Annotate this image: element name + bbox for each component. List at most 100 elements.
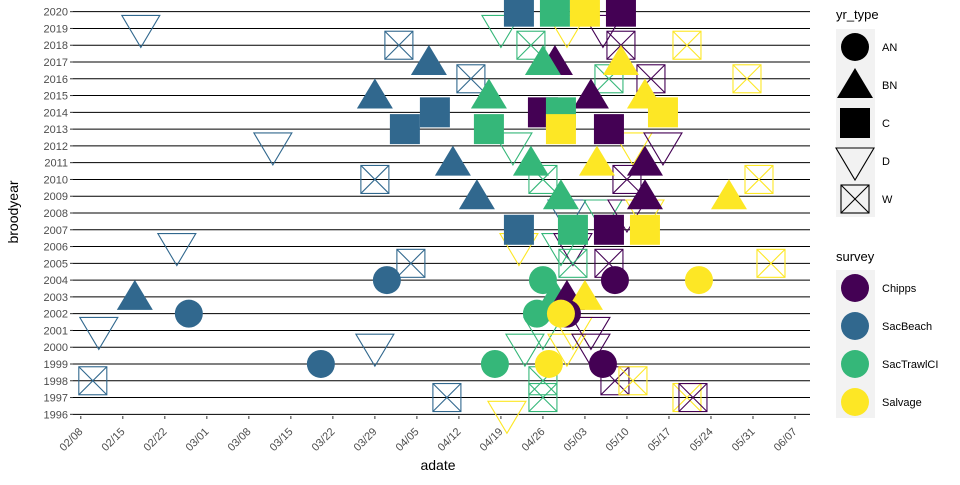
point-2017-sactrawlci <box>524 45 561 76</box>
x-tick-label: 05/24 <box>688 426 716 454</box>
point-2005-sactrawlci <box>558 248 588 278</box>
y-tick-label: 2010 <box>44 174 68 186</box>
y-tick-label: 1999 <box>44 359 68 371</box>
point-1999-salvage <box>534 349 563 378</box>
point-2010-sacbeach <box>360 164 390 194</box>
y-tick-label: 2001 <box>44 325 68 337</box>
point-2000-sactrawlci <box>504 333 545 368</box>
point-2013-chipps <box>593 114 624 145</box>
x-tick-label: 02/22 <box>142 426 170 454</box>
point-2009-sactrawlci <box>542 179 579 210</box>
y-tick-label: 2008 <box>44 208 68 220</box>
y-tick-label: 2018 <box>44 40 68 52</box>
legend-survey-label: SacTrawlCI <box>882 359 938 371</box>
point-2012-sactrawlci <box>492 132 533 166</box>
legend-yr-type-label: W <box>882 194 893 206</box>
legend-key-an <box>841 33 869 61</box>
x-tick-label: 03/08 <box>226 426 254 454</box>
legend-yr-type-label: BN <box>882 80 897 92</box>
y-tick-label: 2020 <box>44 7 68 19</box>
legend-yr-type-label: AN <box>882 42 897 54</box>
point-1999-chipps <box>588 349 617 378</box>
legend-key-sacbeach <box>841 312 869 340</box>
x-tick-label: 03/01 <box>184 426 212 454</box>
point-2005-sacbeach <box>396 248 426 278</box>
y-tick-label: 1997 <box>44 393 68 405</box>
point-2009-salvage <box>710 179 747 210</box>
y-tick-label: 2015 <box>44 91 68 103</box>
legend-survey-label: SacBeach <box>882 321 932 333</box>
legend-survey: survey Chipps SacBeach SacTrawlCI Salvage <box>836 249 938 418</box>
point-1998-salvage <box>618 366 648 396</box>
y-tick-label: 2013 <box>44 124 68 136</box>
point-2002-sacbeach <box>174 299 203 328</box>
point-2015-sactrawlci <box>470 78 507 109</box>
y-tick-label: 2012 <box>44 141 68 153</box>
y-tick-label: 2009 <box>44 191 68 203</box>
legend-key-chipps <box>841 274 869 302</box>
legend-key-d <box>835 147 875 182</box>
y-tick-label: 2011 <box>44 158 68 170</box>
point-2018-salvage <box>672 30 702 60</box>
y-tick-label: 2000 <box>44 342 68 354</box>
point-2016-sacbeach <box>456 64 486 94</box>
point-2009-chipps <box>626 179 663 210</box>
point-2003-sacbeach <box>116 279 153 310</box>
point-2019-sacbeach <box>120 14 161 49</box>
y-tick-label: 2014 <box>44 107 68 119</box>
y-tick-label: 2016 <box>44 74 68 86</box>
x-tick-label: 02/08 <box>58 426 86 454</box>
y-tick-label: 1998 <box>44 376 68 388</box>
legend-yr-type-title: yr_type <box>836 7 879 22</box>
point-2018-sacbeach <box>384 30 414 60</box>
point-2020-sacbeach <box>503 0 534 27</box>
point-2019-sactrawlci <box>480 14 521 49</box>
point-2007-chipps <box>593 214 624 245</box>
point-2001-sacbeach <box>78 316 119 351</box>
legend-survey-label: Salvage <box>882 397 922 409</box>
point-1996-salvage <box>486 400 527 435</box>
legend-survey-label: Chipps <box>882 283 917 295</box>
y-tick-label: 1996 <box>44 409 68 421</box>
point-2002-salvage <box>546 299 575 328</box>
x-tick-label: 04/19 <box>478 426 506 454</box>
x-tick-label: 04/05 <box>394 426 422 454</box>
point-2017-salvage <box>602 45 639 76</box>
y-tick-label: 2006 <box>44 242 68 254</box>
point-2015-chipps <box>572 78 609 109</box>
y-tick-label: 2019 <box>44 23 68 35</box>
point-2004-sacbeach <box>372 266 401 295</box>
data-points <box>78 0 786 435</box>
point-2020-salvage <box>569 0 600 27</box>
point-1998-sacbeach <box>78 366 108 396</box>
x-tick-label: 05/31 <box>730 426 758 454</box>
legend-key-salvage <box>841 388 869 416</box>
x-tick-label: 06/07 <box>772 426 800 454</box>
point-2017-sacbeach <box>410 45 447 76</box>
point-2000-salvage <box>546 333 587 368</box>
point-1999-sactrawlci <box>480 349 509 378</box>
legend-key-c <box>840 108 870 138</box>
point-2009-sacbeach <box>458 179 495 210</box>
x-tick-label: 05/03 <box>562 426 590 454</box>
point-2011-sactrawlci <box>512 145 549 176</box>
y-tick-label: 2002 <box>44 309 68 321</box>
point-2011-chipps <box>626 145 663 176</box>
y-axis-title: broodyear <box>5 180 21 243</box>
legend-survey-title: survey <box>836 249 875 264</box>
point-2013-sacbeach <box>389 114 420 145</box>
point-2007-sacbeach <box>503 214 534 245</box>
x-tick-label: 05/10 <box>604 426 632 454</box>
legend-key-sactrawlci <box>841 350 869 378</box>
point-2016-salvage <box>732 64 762 94</box>
point-2014-salvage <box>647 97 678 128</box>
point-2013-sactrawlci <box>473 114 504 145</box>
legend-key-w <box>840 184 870 214</box>
point-2012-sacbeach <box>252 132 293 166</box>
point-2015-sacbeach <box>356 78 393 109</box>
point-2006-sacbeach <box>156 233 197 267</box>
x-tick-label: 02/15 <box>100 426 128 454</box>
y-tick-label: 2003 <box>44 292 68 304</box>
